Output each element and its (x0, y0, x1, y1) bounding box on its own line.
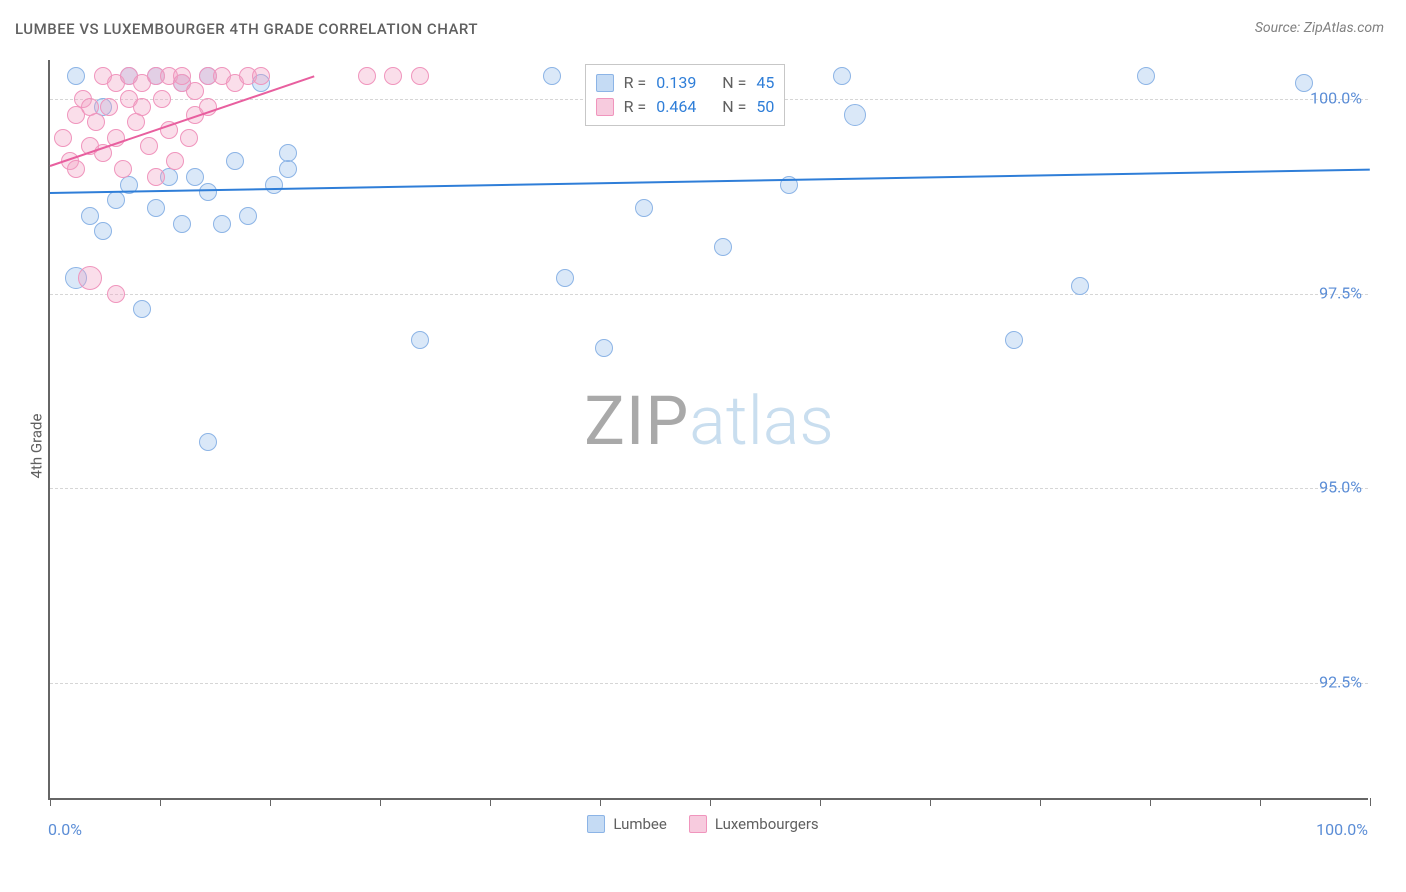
data-point-pink (173, 67, 191, 85)
watermark-zip: ZIP (584, 381, 689, 461)
chart-title: LUMBEE VS LUXEMBOURGER 4TH GRADE CORRELA… (15, 20, 478, 38)
data-point-blue (67, 67, 85, 85)
y-tick-label: 95.0% (1319, 478, 1362, 497)
gridline-h (50, 488, 1368, 489)
legend-item-pink: Luxembourgers (689, 815, 819, 833)
data-point-blue (239, 207, 257, 225)
data-point-blue (173, 215, 191, 233)
data-point-blue (107, 191, 125, 209)
data-point-blue (411, 331, 429, 349)
y-axis-label: 4th Grade (27, 414, 45, 479)
legend-label: Lumbee (613, 815, 667, 833)
data-point-blue (186, 168, 204, 186)
data-point-pink (166, 152, 184, 170)
legend-swatch-blue (596, 74, 614, 92)
plot-area: ZIPatlas 100.0% 97.5% 95.0% 92.5% R = 0.139 N … (48, 60, 1368, 800)
data-point-pink (186, 82, 204, 100)
data-point-pink (180, 129, 198, 147)
x-tick (50, 798, 51, 806)
x-tick (930, 798, 931, 806)
data-point-blue (147, 199, 165, 217)
data-point-blue (1137, 67, 1155, 85)
data-point-blue (94, 222, 112, 240)
data-point-blue (265, 176, 283, 194)
data-point-pink (153, 90, 171, 108)
data-point-pink (67, 160, 85, 178)
data-point-blue (213, 215, 231, 233)
legend-bottom: Lumbee Luxembourgers (0, 812, 1406, 836)
data-point-pink (78, 266, 102, 290)
legend-stats-row: R = 0.139 N = 45 (596, 71, 775, 95)
data-point-blue (833, 67, 851, 85)
source-label: Source: ZipAtlas.com (1255, 20, 1384, 36)
x-tick (1040, 798, 1041, 806)
watermark: ZIPatlas (584, 381, 834, 461)
data-point-blue (844, 104, 866, 126)
legend-n-label: N = (722, 71, 746, 95)
legend-n-value: 45 (756, 71, 774, 95)
data-point-blue (226, 152, 244, 170)
legend-stats-row: R = 0.464 N = 50 (596, 95, 775, 119)
trendline-blue (50, 169, 1370, 194)
legend-swatch-pink (689, 815, 707, 833)
legend-n-label: N = (722, 95, 746, 119)
data-point-pink (107, 285, 125, 303)
data-point-pink (133, 98, 151, 116)
data-point-pink (252, 67, 270, 85)
data-point-pink (114, 160, 132, 178)
data-point-blue (556, 269, 574, 287)
data-point-pink (384, 67, 402, 85)
legend-r-label: R = (624, 95, 647, 119)
data-point-pink (100, 98, 118, 116)
x-tick (1150, 798, 1151, 806)
data-point-pink (54, 129, 72, 147)
y-tick-label: 100.0% (1310, 88, 1362, 107)
legend-n-value: 50 (756, 95, 774, 119)
chart-container: LUMBEE VS LUXEMBOURGER 4TH GRADE CORRELA… (0, 0, 1406, 892)
data-point-blue (81, 207, 99, 225)
data-point-blue (714, 238, 732, 256)
legend-swatch-pink (596, 98, 614, 116)
data-point-blue (543, 67, 561, 85)
x-tick (600, 798, 601, 806)
x-tick (270, 798, 271, 806)
gridline-h (50, 683, 1368, 684)
x-tick (1260, 798, 1261, 806)
legend-label: Luxembourgers (715, 815, 819, 833)
data-point-blue (1071, 277, 1089, 295)
y-tick-label: 97.5% (1319, 283, 1362, 302)
gridline-h (50, 294, 1368, 295)
data-point-blue (635, 199, 653, 217)
legend-r-value: 0.139 (656, 71, 712, 95)
data-point-blue (199, 433, 217, 451)
data-point-blue (1005, 331, 1023, 349)
data-point-pink (147, 168, 165, 186)
data-point-pink (358, 67, 376, 85)
watermark-atlas: atlas (689, 381, 834, 461)
x-tick (160, 798, 161, 806)
data-point-pink (127, 113, 145, 131)
x-tick (820, 798, 821, 806)
data-point-blue (279, 160, 297, 178)
x-tick (490, 798, 491, 806)
legend-r-label: R = (624, 71, 647, 95)
data-point-blue (1295, 74, 1313, 92)
y-tick-label: 92.5% (1319, 673, 1362, 692)
data-point-pink (411, 67, 429, 85)
legend-r-value: 0.464 (656, 95, 712, 119)
data-point-blue (279, 144, 297, 162)
data-point-blue (595, 339, 613, 357)
x-tick (1370, 798, 1371, 806)
x-tick (710, 798, 711, 806)
legend-swatch-blue (587, 815, 605, 833)
data-point-blue (133, 300, 151, 318)
legend-item-blue: Lumbee (587, 815, 667, 833)
data-point-pink (140, 137, 158, 155)
legend-stats: R = 0.139 N = 45 R = 0.464 N = 50 (585, 64, 786, 126)
x-tick (380, 798, 381, 806)
data-point-blue (199, 183, 217, 201)
data-point-pink (87, 113, 105, 131)
